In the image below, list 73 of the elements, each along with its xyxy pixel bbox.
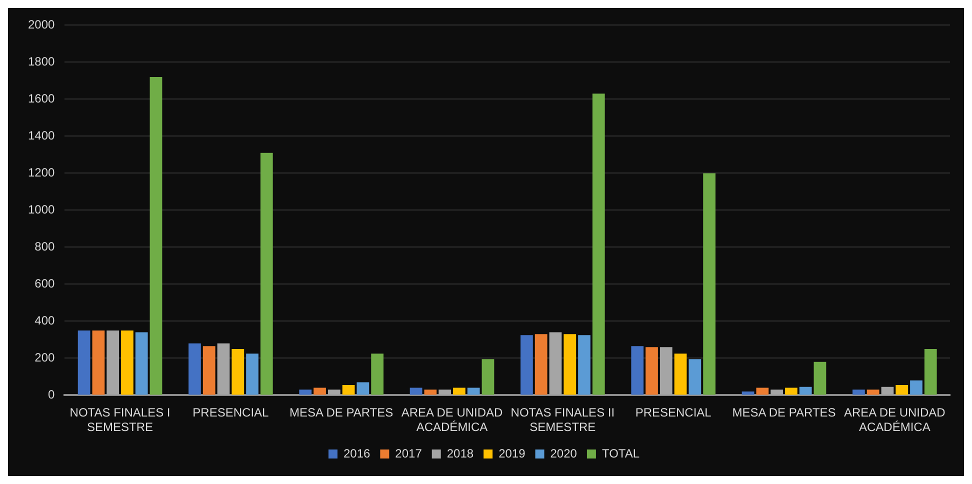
bar	[549, 332, 562, 395]
legend-label: 2018	[446, 446, 474, 460]
bar	[785, 388, 798, 395]
y-tick-label: 1600	[28, 92, 56, 106]
bar	[410, 388, 422, 395]
bar	[896, 385, 908, 395]
x-tick-label: NOTAS FINALES I SEMESTRE	[70, 406, 170, 434]
bar	[342, 385, 355, 395]
bar	[135, 332, 148, 395]
y-tick-label: 400	[34, 314, 56, 328]
bar	[534, 334, 548, 395]
bar	[578, 335, 590, 395]
bar	[356, 382, 370, 395]
bar	[924, 348, 937, 395]
x-tick-label: MESA DE PARTES	[290, 406, 394, 420]
bar	[703, 173, 716, 395]
bar	[482, 359, 494, 395]
y-tick-label: 0	[48, 388, 56, 402]
bar	[742, 392, 754, 395]
bar	[371, 354, 384, 395]
x-tick-label: NOTAS FINALES II SEMESTRE	[510, 406, 615, 434]
y-tick-label: 200	[34, 350, 56, 365]
bar	[467, 388, 480, 395]
bar	[814, 362, 826, 395]
y-tick-label: 1000	[28, 202, 56, 217]
legend-label: 2017	[395, 446, 422, 460]
bar	[799, 386, 812, 395]
bar	[592, 94, 605, 395]
bar	[646, 347, 658, 395]
bar	[881, 386, 894, 395]
bar	[866, 390, 880, 395]
bar	[121, 330, 134, 395]
bar	[260, 152, 273, 395]
bar	[674, 354, 687, 395]
legend-label: TOTAL	[602, 446, 640, 460]
y-tick-label: 1400	[28, 128, 56, 143]
bar	[188, 343, 201, 395]
legend-label: 2020	[550, 446, 578, 460]
bar	[852, 390, 865, 395]
bar	[756, 388, 769, 395]
bar	[453, 388, 466, 395]
bar	[688, 359, 702, 395]
y-tick-label: 600	[34, 276, 56, 291]
bar	[564, 334, 576, 395]
bar	[246, 354, 258, 395]
bar	[299, 390, 312, 395]
legend-label: 2016	[343, 446, 370, 460]
bar	[770, 390, 783, 395]
x-tick-label: PRESENCIAL	[192, 406, 270, 420]
legend-label: 2019	[498, 446, 526, 460]
bar	[92, 330, 105, 395]
x-tick-label: AREA DE UNIDAD ACADÉMICA	[844, 406, 946, 434]
y-tick-label: 2000	[28, 18, 56, 32]
x-tick-label: MESA DE PARTES	[732, 406, 836, 420]
bar	[150, 77, 162, 395]
bar	[520, 335, 533, 395]
bar	[232, 348, 244, 395]
bar	[106, 330, 120, 395]
y-tick-label: 1200	[28, 166, 56, 180]
y-tick-label: 1800	[28, 54, 56, 69]
bar	[217, 343, 230, 395]
bar	[78, 330, 90, 395]
y-tick-label: 800	[34, 240, 56, 254]
bar	[438, 390, 452, 395]
bar	[910, 380, 922, 395]
x-tick-label: AREA DE UNIDAD ACADÉMICA	[401, 406, 504, 434]
bar	[631, 346, 644, 395]
bar	[328, 390, 340, 395]
x-tick-label: PRESENCIAL	[635, 406, 712, 420]
bar	[202, 346, 216, 395]
bar	[424, 390, 437, 395]
bar	[314, 388, 326, 395]
bar	[660, 347, 672, 395]
